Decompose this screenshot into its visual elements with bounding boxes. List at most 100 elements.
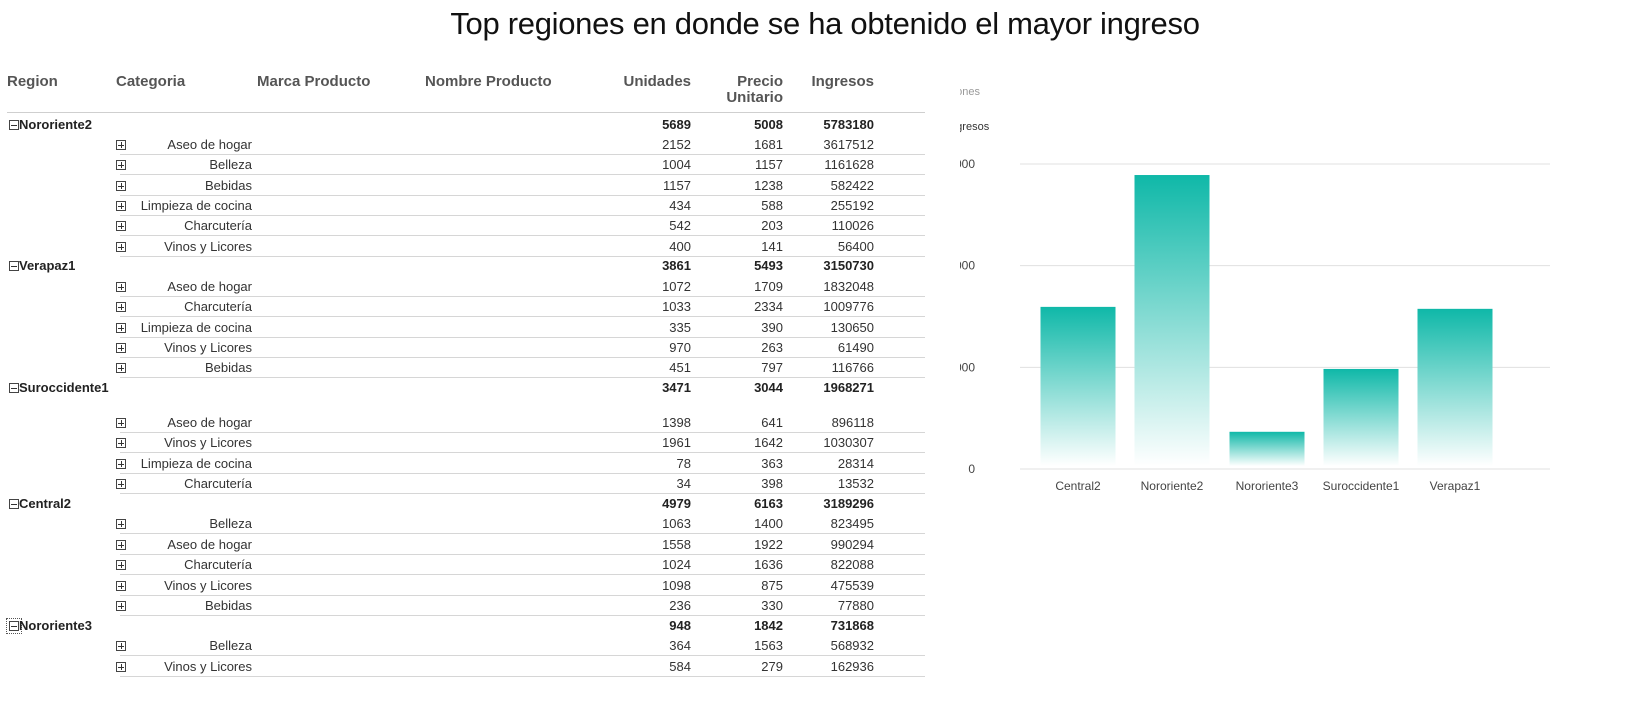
table-row: Vinos y Licores 584 279 162936 [0, 656, 930, 677]
header-categoria[interactable]: Categoria [116, 73, 186, 90]
bar[interactable] [1417, 308, 1493, 466]
row-categoria: Limpieza de cocina [140, 320, 252, 335]
row-categoria: Charcutería [184, 299, 252, 314]
expand-icon[interactable] [116, 282, 126, 292]
chart-canvas: Top regiones Ingresos 0 2000000 4000000 600… [960, 86, 1550, 493]
row-unidades: 335 [669, 320, 691, 335]
row-precio: 2334 [754, 299, 783, 314]
row-categoria: Vinos y Licores [164, 578, 252, 593]
expand-icon[interactable] [116, 343, 126, 353]
expand-icon[interactable] [116, 140, 126, 150]
row-unidades: 1098 [662, 578, 691, 593]
group-ingresos: 5783180 [823, 117, 874, 132]
table-group-row: Nororiente3 948 1842 731868 [0, 615, 930, 636]
row-unidades: 542 [669, 218, 691, 233]
row-unidades: 970 [669, 340, 691, 355]
expand-icon[interactable] [116, 601, 126, 611]
expand-icon[interactable] [116, 560, 126, 570]
expand-icon[interactable] [116, 181, 126, 191]
group-region-name: Suroccidente1 [19, 380, 109, 395]
row-precio: 797 [761, 360, 783, 375]
row-precio: 1681 [754, 137, 783, 152]
expand-icon[interactable] [116, 459, 126, 469]
row-ingresos: 475539 [830, 578, 874, 593]
row-categoria: Aseo de hogar [167, 279, 252, 294]
row-precio: 263 [761, 340, 783, 355]
legend-label: Ingresos [960, 121, 990, 133]
bar[interactable] [1040, 306, 1116, 466]
header-marca-producto[interactable]: Marca Producto [257, 73, 371, 90]
row-ingresos: 13532 [837, 476, 874, 491]
row-ingresos: 77880 [837, 598, 874, 613]
row-divider [120, 337, 925, 338]
row-unidades: 451 [669, 360, 691, 375]
row-categoria: Limpieza de cocina [140, 456, 252, 471]
expand-icon[interactable] [116, 438, 126, 448]
expand-icon[interactable] [116, 323, 126, 333]
header-unidades[interactable]: Unidades [623, 73, 691, 90]
bar[interactable] [1323, 368, 1399, 466]
row-divider [120, 554, 925, 555]
row-divider [120, 174, 925, 175]
row-unidades: 236 [669, 598, 691, 613]
expand-icon[interactable] [116, 242, 126, 252]
row-unidades: 1961 [662, 435, 691, 450]
row-ingresos: 56400 [837, 239, 874, 254]
expand-icon[interactable] [116, 160, 126, 170]
table-row: Charcutería 34 398 13532 [0, 473, 930, 494]
row-divider [120, 655, 925, 656]
row-categoria: Vinos y Licores [164, 659, 252, 674]
row-divider [120, 493, 925, 494]
row-unidades: 2152 [662, 137, 691, 152]
row-precio: 1563 [754, 638, 783, 653]
row-divider [120, 615, 925, 616]
header-nombre-producto[interactable]: Nombre Producto [425, 73, 552, 90]
row-ingresos: 130650 [830, 320, 874, 335]
group-region-name: Central2 [19, 496, 72, 511]
collapse-icon[interactable] [9, 261, 19, 271]
y-tick-label: 0 [968, 462, 975, 476]
row-categoria: Bebidas [205, 598, 252, 613]
expand-icon[interactable] [116, 519, 126, 529]
header-precio-unitario[interactable]: Precio Unitario [700, 74, 783, 106]
collapse-icon[interactable] [9, 383, 19, 393]
group-unidades: 5689 [662, 117, 691, 132]
row-divider [120, 452, 925, 453]
collapse-icon[interactable] [9, 499, 19, 509]
header-ingresos[interactable]: Ingresos [811, 73, 874, 90]
collapse-icon[interactable] [9, 120, 19, 130]
header-divider [7, 112, 925, 113]
bar[interactable] [1229, 431, 1305, 466]
row-unidades: 400 [669, 239, 691, 254]
header-region[interactable]: Region [7, 73, 58, 90]
expand-icon[interactable] [116, 302, 126, 312]
expand-icon[interactable] [116, 418, 126, 428]
row-categoria: Charcutería [184, 476, 252, 491]
expand-icon[interactable] [116, 201, 126, 211]
row-ingresos: 61490 [837, 340, 874, 355]
expand-icon[interactable] [116, 221, 126, 231]
table-group-row: Central2 4979 6163 3189296 [0, 493, 930, 514]
row-ingresos: 3617512 [823, 137, 874, 152]
table-row: Charcutería 542 203 110026 [0, 215, 930, 236]
row-divider [120, 256, 925, 257]
expand-icon[interactable] [116, 641, 126, 651]
expand-icon[interactable] [116, 479, 126, 489]
expand-icon[interactable] [116, 363, 126, 373]
row-divider [120, 357, 925, 358]
bar[interactable] [1134, 175, 1210, 467]
row-divider [120, 676, 925, 677]
row-precio: 279 [761, 659, 783, 674]
row-categoria: Vinos y Licores [164, 340, 252, 355]
row-precio: 1238 [754, 178, 783, 193]
collapse-icon[interactable] [6, 618, 22, 634]
table-row: Charcutería 1024 1636 822088 [0, 554, 930, 575]
row-precio: 390 [761, 320, 783, 335]
revenue-matrix-table: Region Categoria Marca Producto Nombre P… [0, 73, 930, 677]
expand-icon[interactable] [116, 662, 126, 672]
group-ingresos: 731868 [830, 618, 874, 633]
table-row: Charcutería 1033 2334 1009776 [0, 296, 930, 317]
expand-icon[interactable] [116, 540, 126, 550]
row-precio: 1709 [754, 279, 783, 294]
expand-icon[interactable] [116, 581, 126, 591]
